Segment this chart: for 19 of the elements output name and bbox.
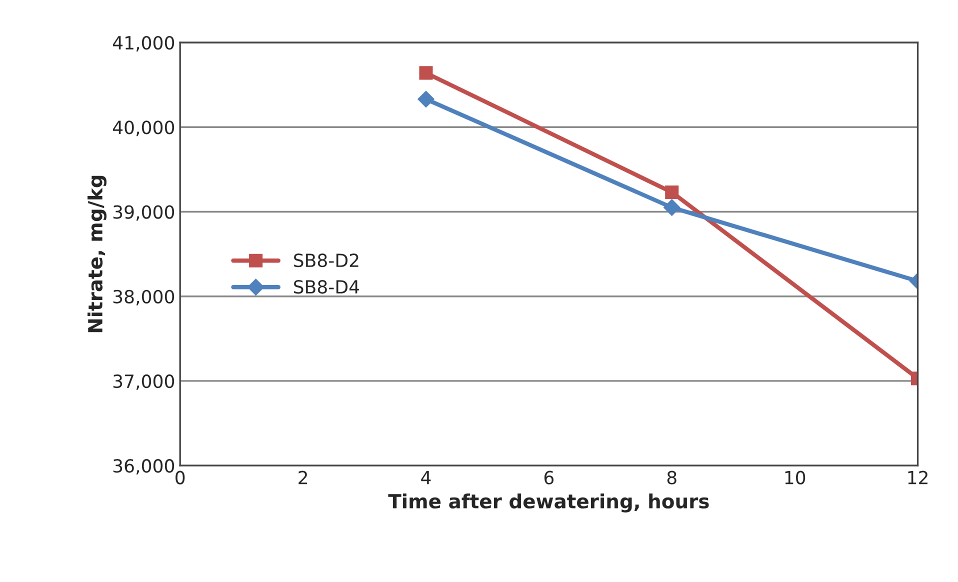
y-tick-label: 41,000 [112, 36, 174, 52]
x-tick-label: 10 [785, 470, 806, 484]
legend-label: SB8-D4 [294, 280, 360, 294]
x-tick-label: 8 [667, 470, 676, 484]
y-tick-label: 36,000 [113, 459, 174, 475]
point [418, 90, 434, 108]
x-tick-label: 2 [298, 470, 307, 484]
y-tick-label: 40,000 [112, 120, 174, 136]
x-tick-label: 4 [421, 471, 431, 484]
x-axis-title: Time after dewatering, hours [388, 493, 709, 512]
y-tick-label: 38,000 [113, 290, 174, 306]
legend-label: SB8-D2 [294, 254, 358, 268]
y-tick-label: 39,000 [113, 205, 174, 221]
x-tick-label: 6 [544, 470, 554, 484]
y-axis-title: Nitrate, mg/kg [88, 176, 107, 332]
x-tick-label: 0 [176, 470, 185, 484]
x-tick-label: 12 [908, 470, 928, 484]
point [419, 66, 433, 80]
y-tick-label: 37,000 [113, 374, 174, 390]
